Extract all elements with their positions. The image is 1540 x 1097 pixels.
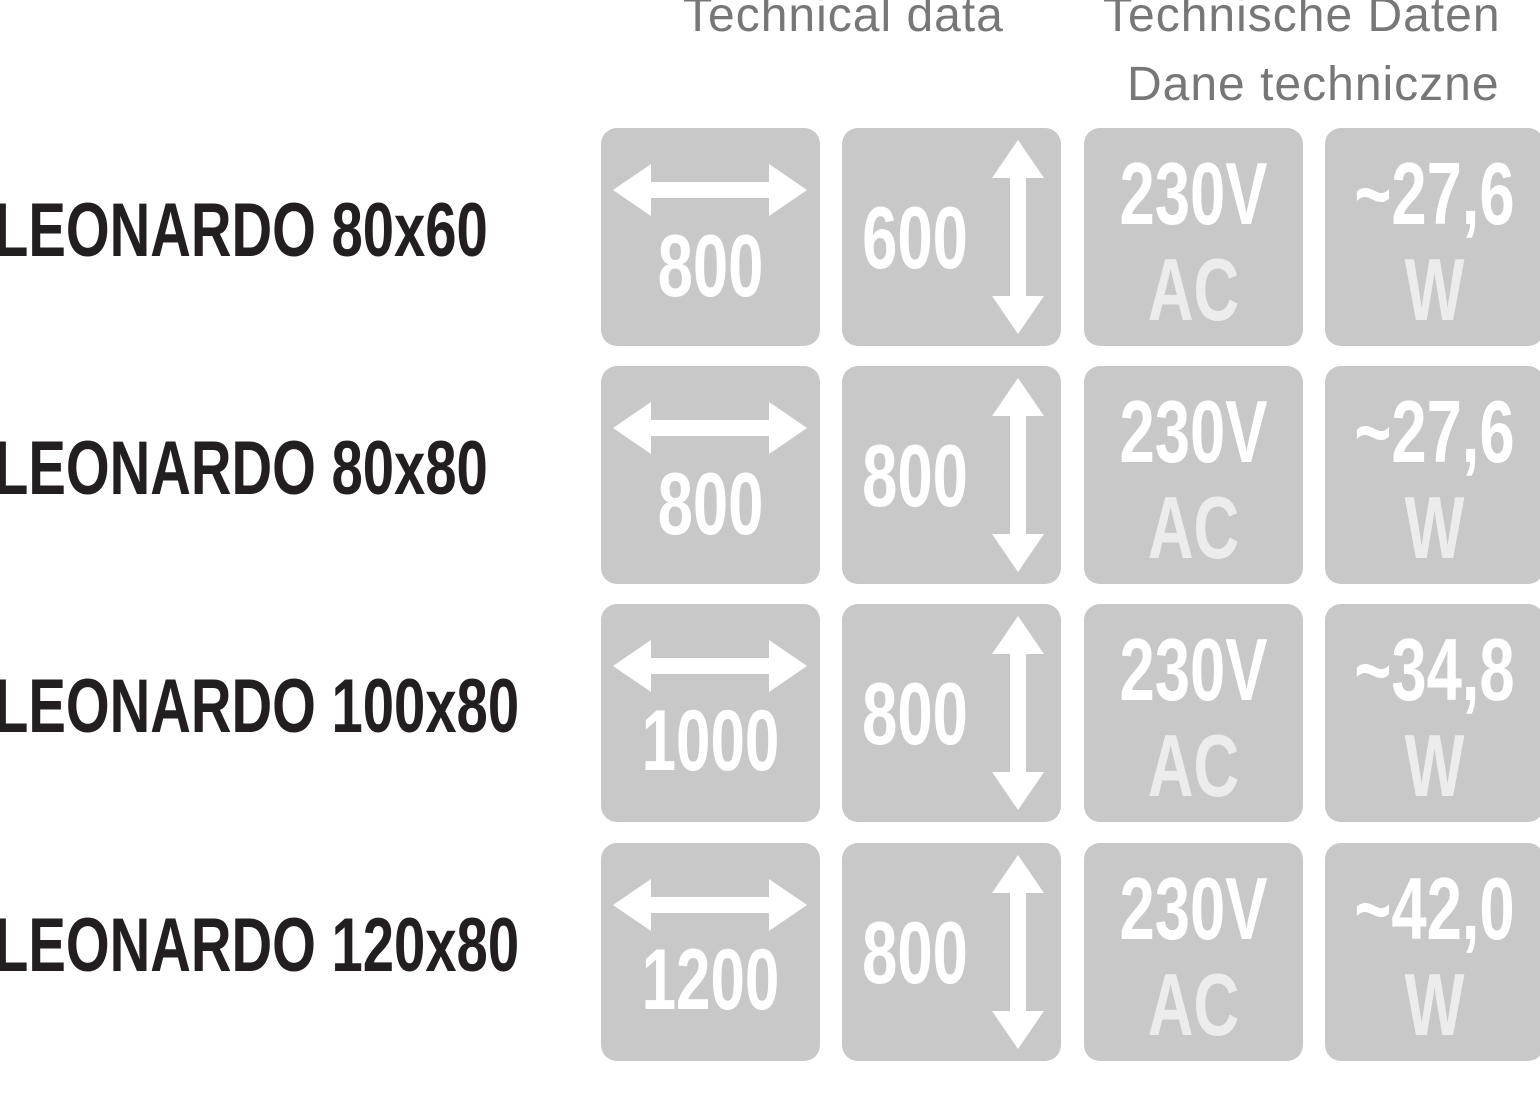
voltage-tile: 230V AC bbox=[1084, 843, 1303, 1061]
power-unit: W bbox=[1404, 240, 1465, 339]
voltage-value: 230V bbox=[1119, 382, 1268, 481]
double-arrow-horizontal-icon bbox=[613, 640, 807, 692]
heading-technical-data-pl: Dane techniczne bbox=[1127, 58, 1500, 111]
power-unit: W bbox=[1404, 716, 1465, 815]
depth-tile: 800 bbox=[842, 366, 1061, 584]
double-arrow-horizontal-icon bbox=[613, 164, 807, 216]
power-tile: ~42,0 W bbox=[1325, 843, 1540, 1061]
voltage-value: 230V bbox=[1119, 859, 1268, 958]
width-value: 800 bbox=[657, 216, 764, 315]
model-name: LEONARDO 100x80 bbox=[0, 664, 520, 749]
model-name: LEONARDO 120x80 bbox=[0, 903, 520, 988]
power-unit: W bbox=[1404, 955, 1465, 1054]
width-tile: 1000 bbox=[601, 604, 820, 822]
power-tile: ~27,6 W bbox=[1325, 366, 1540, 584]
double-arrow-vertical-icon bbox=[992, 855, 1044, 1049]
double-arrow-horizontal-icon bbox=[613, 402, 807, 454]
depth-value: 800 bbox=[862, 664, 968, 763]
width-value: 800 bbox=[657, 454, 764, 553]
model-name: LEONARDO 80x60 bbox=[0, 188, 488, 273]
width-value: 1000 bbox=[641, 693, 780, 789]
power-value: ~27,6 bbox=[1354, 144, 1515, 243]
voltage-tile: 230V AC bbox=[1084, 604, 1303, 822]
voltage-value: 230V bbox=[1119, 620, 1268, 719]
model-name: LEONARDO 80x80 bbox=[0, 426, 488, 511]
double-arrow-horizontal-icon bbox=[613, 879, 807, 931]
voltage-tile: 230V AC bbox=[1084, 366, 1303, 584]
double-arrow-vertical-icon bbox=[992, 378, 1044, 572]
current-type: AC bbox=[1147, 478, 1240, 577]
current-type: AC bbox=[1147, 240, 1240, 339]
heading-technical-data-en: Technical data bbox=[683, 0, 1004, 42]
width-tile: 800 bbox=[601, 366, 820, 584]
current-type: AC bbox=[1147, 716, 1240, 815]
double-arrow-vertical-icon bbox=[992, 140, 1044, 334]
power-value: ~42,0 bbox=[1354, 859, 1515, 958]
width-value: 1200 bbox=[641, 932, 780, 1028]
voltage-value: 230V bbox=[1119, 144, 1268, 243]
heading-technical-data-de: Technische Daten bbox=[1103, 0, 1501, 42]
width-tile: 1200 bbox=[601, 843, 820, 1061]
depth-tile: 800 bbox=[842, 843, 1061, 1061]
depth-value: 800 bbox=[862, 426, 968, 525]
width-tile: 800 bbox=[601, 128, 820, 346]
depth-value: 800 bbox=[862, 903, 968, 1002]
power-tile: ~27,6 W bbox=[1325, 128, 1540, 346]
depth-tile: 800 bbox=[842, 604, 1061, 822]
power-value: ~27,6 bbox=[1354, 382, 1515, 481]
depth-value: 600 bbox=[862, 188, 968, 287]
current-type: AC bbox=[1147, 955, 1240, 1054]
power-tile: ~34,8 W bbox=[1325, 604, 1540, 822]
double-arrow-vertical-icon bbox=[992, 616, 1044, 810]
voltage-tile: 230V AC bbox=[1084, 128, 1303, 346]
depth-tile: 600 bbox=[842, 128, 1061, 346]
power-unit: W bbox=[1404, 478, 1465, 577]
power-value: ~34,8 bbox=[1354, 620, 1515, 719]
